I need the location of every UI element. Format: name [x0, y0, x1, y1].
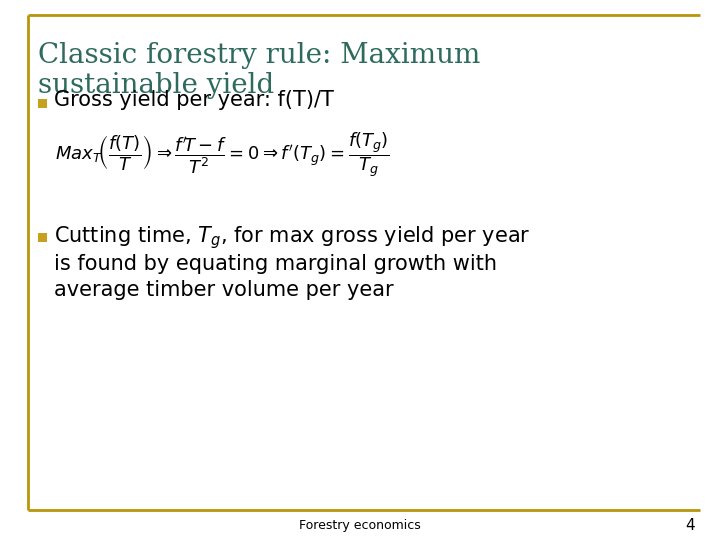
Text: Gross yield per year: f(T)/T: Gross yield per year: f(T)/T — [54, 90, 334, 110]
Text: Classic forestry rule: Maximum: Classic forestry rule: Maximum — [38, 42, 480, 69]
Text: sustainable yield: sustainable yield — [38, 72, 274, 99]
Bar — [38, 99, 47, 108]
Text: 4: 4 — [685, 518, 695, 534]
Text: is found by equating marginal growth with: is found by equating marginal growth wit… — [54, 254, 497, 274]
Text: Cutting time, $T_g$, for max gross yield per year: Cutting time, $T_g$, for max gross yield… — [54, 225, 531, 252]
Text: average timber volume per year: average timber volume per year — [54, 280, 394, 300]
Text: $\mathit{Max}_T\!\left(\dfrac{f(T)}{T}\right)\Rightarrow\dfrac{f'\!T-f}{T^2}=0\R: $\mathit{Max}_T\!\left(\dfrac{f(T)}{T}\r… — [55, 131, 390, 179]
Text: Forestry economics: Forestry economics — [299, 519, 421, 532]
Bar — [38, 233, 47, 242]
